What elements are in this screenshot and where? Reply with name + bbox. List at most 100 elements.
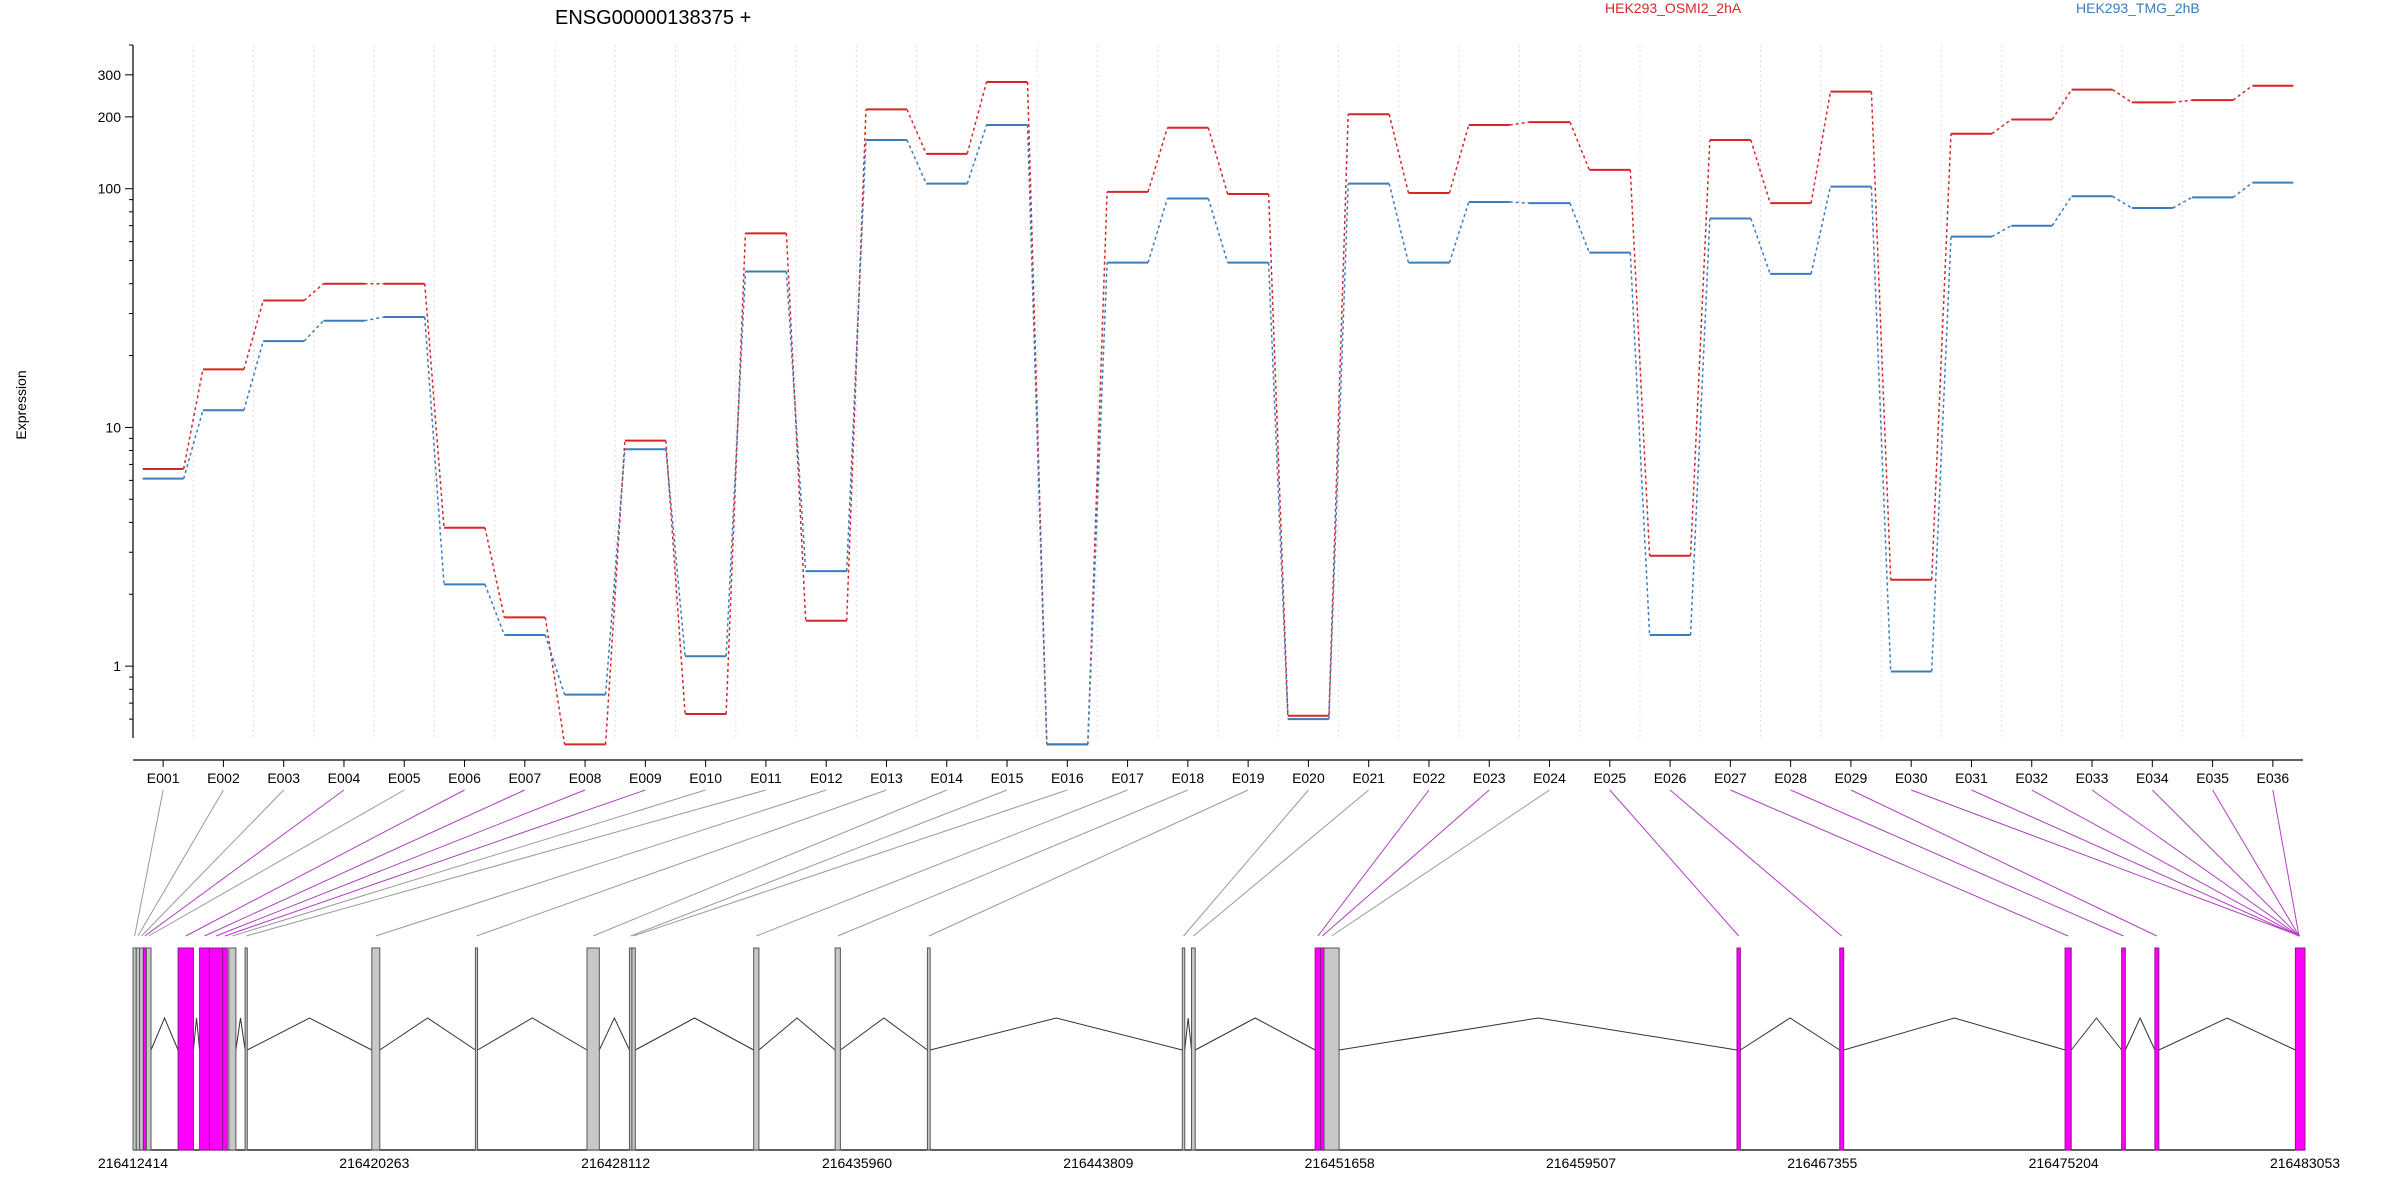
intron-line: [1843, 1017, 2066, 1051]
x-tick-label: E023: [1473, 770, 1506, 786]
exon-connector: [185, 789, 465, 937]
x-tick-label: E019: [1232, 770, 1265, 786]
x-tick-label: E034: [2136, 770, 2169, 786]
series-connector: [1267, 194, 1289, 716]
exon-connector: [1669, 789, 1843, 937]
genome-coordinate-label: 216412414: [98, 1155, 168, 1171]
x-tick-label: E005: [388, 770, 421, 786]
x-tick-label: E003: [267, 770, 300, 786]
exon-block: [1323, 947, 1340, 1151]
x-tick-label: E012: [810, 770, 843, 786]
x-tick-label: E016: [1051, 770, 1084, 786]
intron-line: [150, 1016, 179, 1051]
exon-block: [1314, 947, 1322, 1151]
exon-connector: [476, 789, 887, 937]
exon-connector: [2031, 789, 2300, 937]
axes: 1 10 100 200 300 E001 E002 E003 E004 E005 E006 E007…: [98, 44, 2303, 786]
exon-block: [1839, 947, 1845, 1151]
series-connector: [303, 320, 325, 342]
x-tick-label: E014: [930, 770, 963, 786]
genome-coordinate-label: 216451658: [1305, 1155, 1375, 1171]
exon-connector: [1730, 789, 2069, 937]
exon-connector: [144, 789, 345, 937]
genome-coordinate-label: 216483053: [2270, 1155, 2340, 1171]
exon-block: [2294, 947, 2306, 1151]
x-tick-label: E026: [1654, 770, 1687, 786]
exon-connector: [2272, 789, 2300, 937]
exon-connector: [1317, 789, 1430, 937]
series-connector: [1388, 114, 1410, 194]
series-connector: [1991, 118, 2012, 135]
series-connector: [1509, 121, 1530, 126]
genome-coordinate-label: 216467355: [1787, 1155, 1857, 1171]
x-tick-label: E027: [1714, 770, 1747, 786]
exon-block: [1736, 947, 1741, 1151]
intron-line: [635, 1017, 754, 1051]
x-tick-label: E028: [1774, 770, 1807, 786]
x-tick-label: E006: [448, 770, 481, 786]
series-connector: [423, 283, 445, 528]
series-connector: [665, 449, 686, 657]
exon-connector: [756, 789, 1128, 937]
x-tick-label: E029: [1835, 770, 1868, 786]
series-connector: [1870, 186, 1892, 672]
exon-block: [208, 947, 224, 1151]
exon-connector: [232, 789, 706, 937]
series-connector: [2232, 182, 2253, 198]
exon-connector: [1850, 789, 2158, 937]
exon-block: [222, 947, 228, 1151]
series-connector: [1026, 124, 1048, 745]
x-tick-label: E001: [147, 770, 180, 786]
exon-connector: [1971, 789, 2300, 937]
y-tick-label: 300: [98, 67, 122, 83]
genome-coordinate-label: 216443809: [1063, 1155, 1133, 1171]
exon-connector: [2091, 789, 2300, 937]
exon-connector: [224, 789, 646, 937]
intron-line: [477, 1017, 588, 1051]
series-connector: [845, 109, 867, 621]
series-connector: [1810, 91, 1832, 204]
x-tick-label: E004: [328, 770, 361, 786]
series-connector: [2232, 85, 2253, 101]
exon-connector: [1331, 789, 1550, 937]
exon-block: [834, 947, 841, 1151]
exon-connector: [2151, 789, 2300, 937]
exon-block: [199, 947, 210, 1151]
series-connector: [1991, 225, 2012, 238]
intron-line: [192, 1017, 201, 1051]
y-tick-label: 200: [98, 109, 122, 125]
x-tick-label: E002: [207, 770, 240, 786]
series-connector: [1930, 133, 1952, 580]
x-tick-label: E009: [629, 770, 662, 786]
series-connector: [1569, 121, 1591, 171]
intron-line: [1194, 1017, 1316, 1051]
intron-line: [758, 1017, 836, 1051]
series-connector: [2172, 196, 2193, 209]
gene-model: 216412414 216420263 216428112 216435960 2164…: [98, 947, 2340, 1171]
exon-connector: [592, 789, 947, 937]
series-connector: [1207, 198, 1229, 263]
exon-connector: [928, 789, 1249, 937]
exon-connectors: [134, 789, 2301, 937]
x-tick-label: E022: [1413, 770, 1446, 786]
series-connector: [1388, 183, 1410, 263]
series-connector: [725, 271, 747, 657]
intron-line: [2158, 1017, 2296, 1051]
series-connector: [785, 271, 807, 572]
exon-connector: [1790, 789, 2124, 937]
x-tick-label: E011: [750, 770, 782, 786]
exon-block: [1181, 947, 1186, 1151]
series-connector: [906, 139, 927, 184]
series-connector: [1629, 169, 1651, 556]
series-connector: [1087, 262, 1108, 745]
exon-connector: [2212, 789, 2300, 937]
series-connector: [1689, 139, 1711, 556]
x-tick-label: E017: [1111, 770, 1144, 786]
y-axis-label: Expression: [13, 370, 29, 439]
x-tick-label: E018: [1172, 770, 1205, 786]
exon-block: [1191, 947, 1196, 1151]
x-tick-label: E036: [2257, 770, 2290, 786]
exon-block: [631, 947, 636, 1151]
series-connector: [182, 369, 204, 470]
